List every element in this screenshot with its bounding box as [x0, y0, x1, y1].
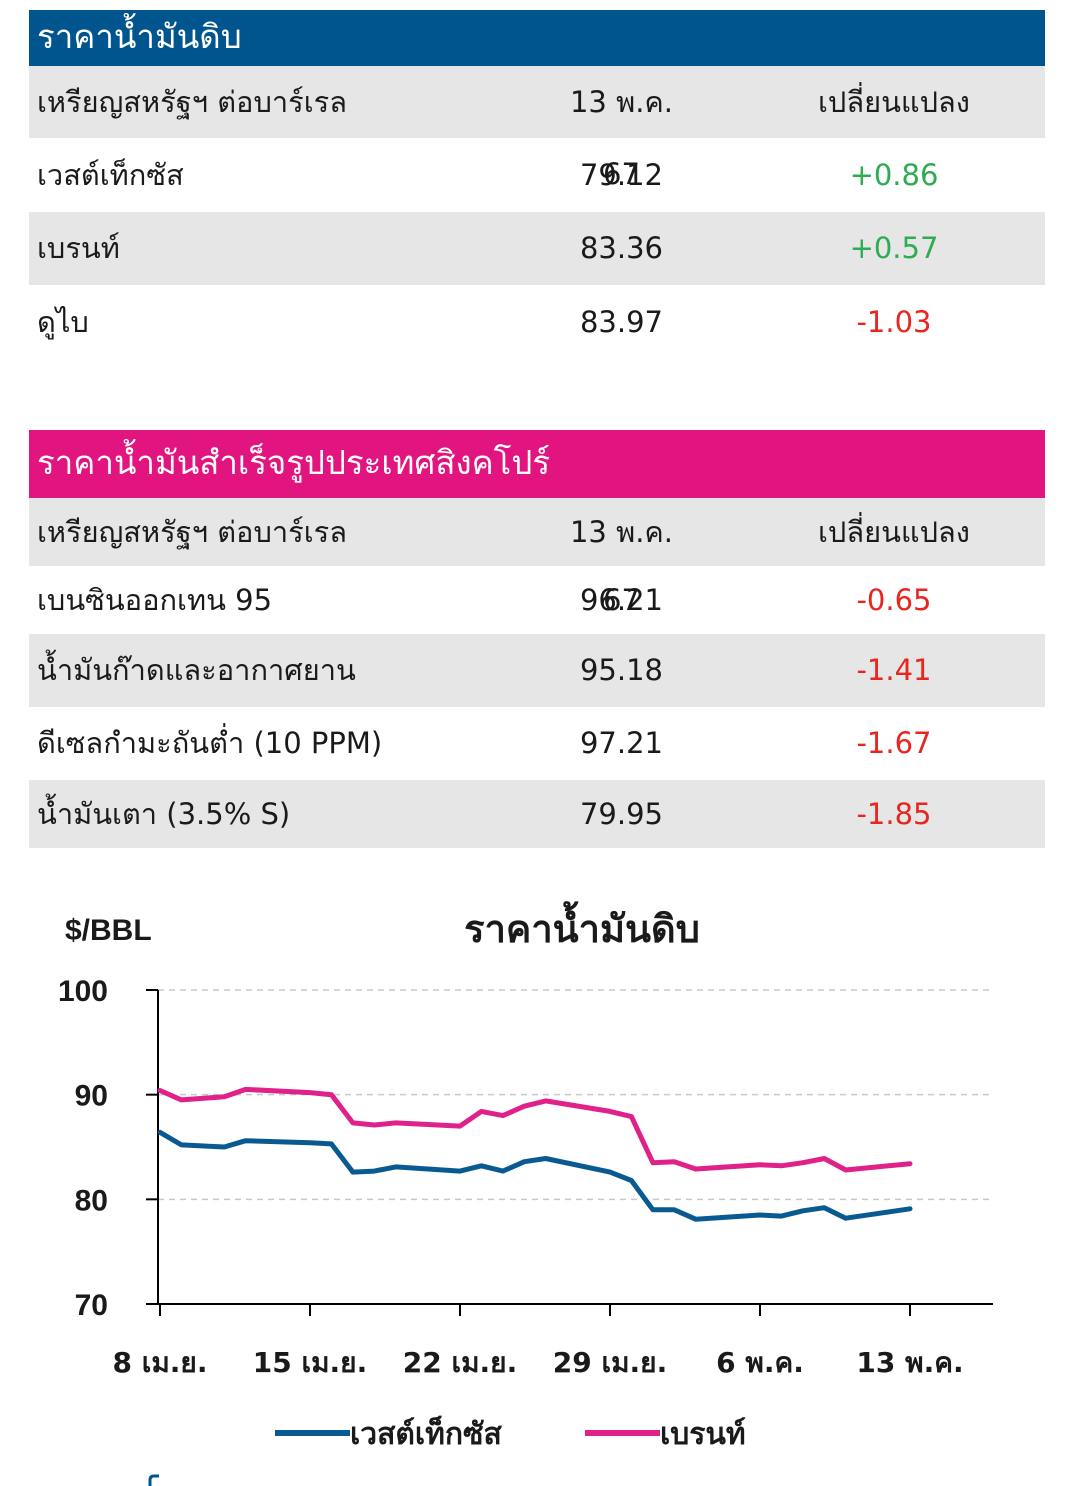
y-tick-label: 70 — [75, 1289, 108, 1322]
x-tick-label: 22 เม.ย. — [403, 1346, 517, 1379]
table-row: ดีเซลกำมะถันต่ำ (10 PPM) 97.21 -1.67 — [29, 707, 1045, 780]
row-price: 96.21 — [579, 583, 664, 617]
header-change: เปลี่ยนแปลง — [818, 515, 970, 549]
crude-price-chart: $/BBL ราคาน้ำมันดิบ 70 80 90 100 8 เม.ย. 15 เ… — [58, 901, 993, 1452]
row-change: +0.86 — [849, 158, 939, 192]
row-change: -1.03 — [856, 305, 932, 339]
row-price: 79.12 — [579, 158, 664, 192]
row-price: 83.36 — [579, 231, 664, 265]
row-price: 83.97 — [579, 305, 664, 339]
series-line — [157, 1129, 913, 1222]
chart-legend: เวสต์เท็กซัส เบรนท์ — [275, 1415, 746, 1452]
legend-label: เวสต์เท็กซัส — [350, 1415, 502, 1452]
table-row: ดูไบ 83.97 -1.03 — [29, 285, 1045, 359]
row-name: ดีเซลกำมะถันต่ำ (10 PPM) — [37, 726, 383, 760]
chart-ylabel: $/BBL — [65, 914, 152, 947]
y-tick-label: 80 — [75, 1184, 108, 1217]
chart-series — [157, 1086, 913, 1222]
row-name: น้ำมันเตา (3.5% S) — [37, 797, 291, 831]
row-change: -1.67 — [856, 726, 932, 760]
header-unit-label: เหรียญสหรัฐฯ ต่อบาร์เรล — [37, 515, 347, 549]
row-name: น้ำมันก๊าดและอากาศยาน — [37, 653, 356, 687]
chart-axes: 70 80 90 100 8 เม.ย. 15 เม.ย. 22 เม.ย. 29 เม.ย.… — [58, 975, 993, 1379]
row-name: เบรนท์ — [37, 231, 120, 265]
table-row: เบรนท์ 83.36 +0.57 — [29, 212, 1045, 285]
legend-label: เบรนท์ — [660, 1417, 746, 1452]
crude-table-title: ราคาน้ำมันดิบ — [29, 10, 1045, 66]
chart-grid — [158, 989, 993, 1201]
y-tick-label: 100 — [58, 975, 108, 1008]
header-unit-label: เหรียญสหรัฐฯ ต่อบาร์เรล — [37, 85, 347, 119]
product-price-table: ราคาน้ำมันสำเร็จรูปประเทศสิงคโปร์ เหรียญ… — [29, 430, 1045, 848]
crude-price-table: ราคาน้ำมันดิบ เหรียญสหรัฐฯ ต่อบาร์เรล 13… — [29, 10, 1045, 359]
header-date: 13 พ.ค. 67 — [569, 515, 674, 617]
row-change: -1.41 — [856, 653, 932, 687]
decorative-mark — [148, 1474, 159, 1486]
row-change: -0.65 — [856, 583, 932, 617]
x-tick-label: 29 เม.ย. — [553, 1346, 667, 1379]
row-price: 79.95 — [579, 797, 664, 831]
row-change: -1.85 — [856, 797, 932, 831]
header-change: เปลี่ยนแปลง — [818, 85, 970, 119]
row-price: 97.21 — [579, 726, 664, 760]
row-price: 95.18 — [579, 653, 664, 687]
row-change: +0.57 — [849, 231, 939, 265]
row-name: ดูไบ — [37, 305, 89, 339]
chart-title: ราคาน้ำมันดิบ — [464, 901, 700, 951]
header-date: 13 พ.ค. 67 — [569, 85, 674, 191]
y-tick-label: 90 — [75, 1080, 108, 1113]
x-tick-label: 6 พ.ค. — [716, 1346, 804, 1379]
table-row: น้ำมันก๊าดและอากาศยาน 95.18 -1.41 — [29, 634, 1045, 707]
x-tick-label: 8 เม.ย. — [113, 1346, 208, 1379]
table-row: เวสต์เท็กซัส 79.12 +0.86 — [29, 138, 1045, 212]
row-name: เวสต์เท็กซัส — [37, 158, 184, 192]
table-row: เบนซินออกเทน 95 96.21 -0.65 — [29, 566, 1045, 634]
series-line — [157, 1086, 913, 1173]
table-row: น้ำมันเตา (3.5% S) 79.95 -1.85 — [29, 780, 1045, 848]
x-tick-label: 15 เม.ย. — [253, 1346, 367, 1379]
product-table-title: ราคาน้ำมันสำเร็จรูปประเทศสิงคโปร์ — [29, 430, 1045, 498]
crude-table-header: เหรียญสหรัฐฯ ต่อบาร์เรล 13 พ.ค. 67 เปลี่… — [29, 66, 1045, 191]
x-tick-label: 13 พ.ค. — [856, 1346, 963, 1379]
product-table-header: เหรียญสหรัฐฯ ต่อบาร์เรล 13 พ.ค. 67 เปลี่… — [29, 498, 1045, 617]
row-name: เบนซินออกเทน 95 — [37, 583, 273, 617]
